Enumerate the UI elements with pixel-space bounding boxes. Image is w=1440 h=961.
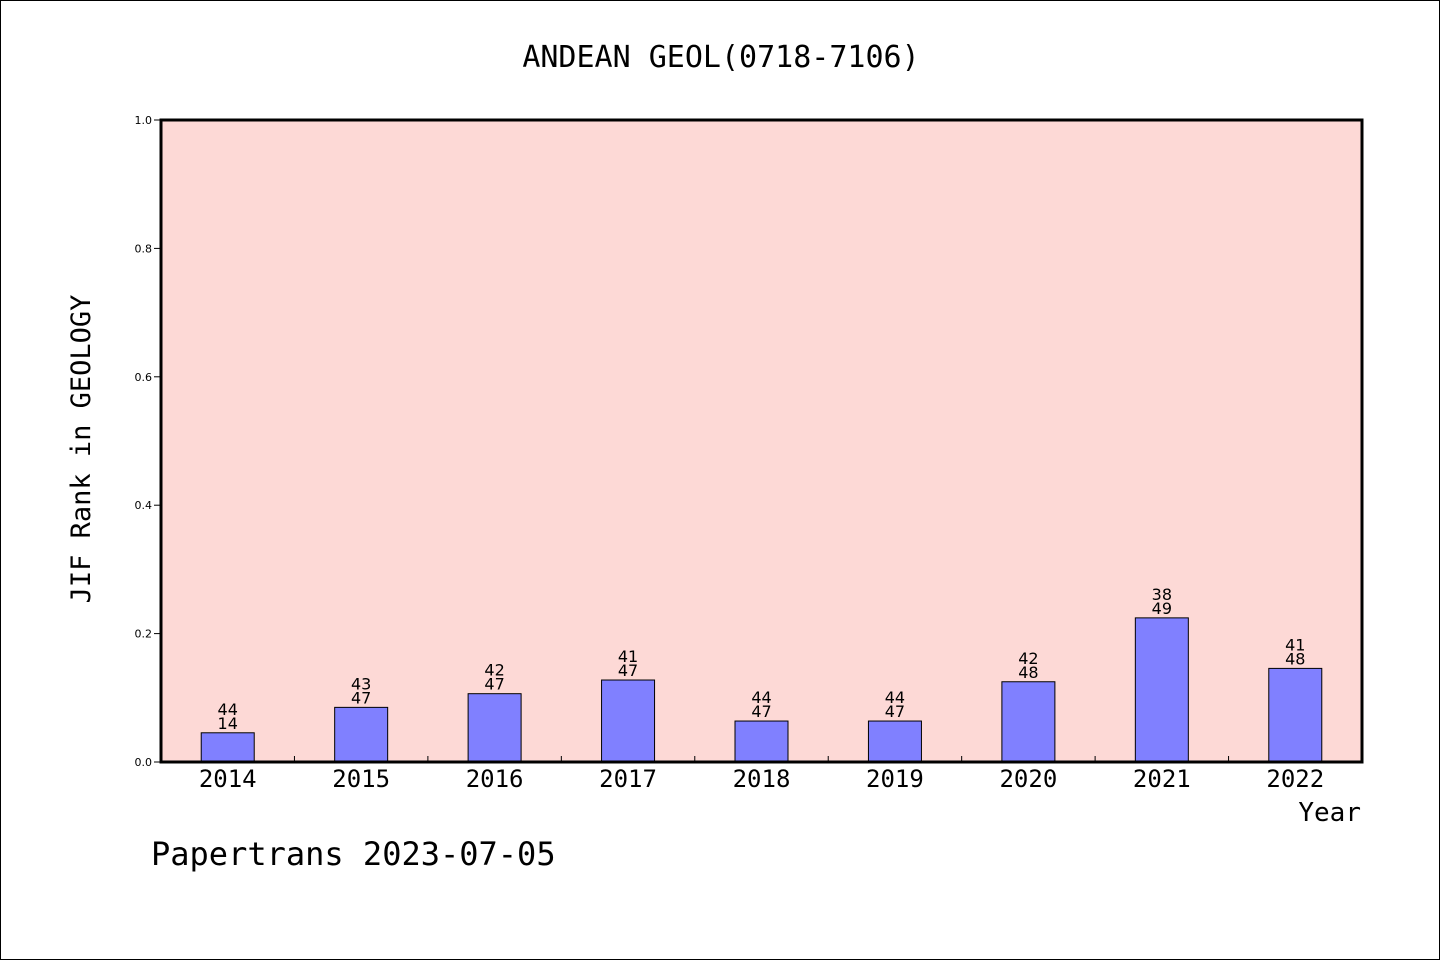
bar-data-label: 47 — [618, 661, 638, 680]
x-tick-label: 2014 — [199, 765, 257, 793]
x-tick-label: 2017 — [599, 765, 657, 793]
bar-data-label: 48 — [1018, 663, 1038, 682]
x-tick-label: 2016 — [466, 765, 524, 793]
bar-data-label: 44 — [885, 688, 905, 707]
chart-title: ANDEAN GEOL(0718-7106) — [522, 40, 919, 75]
x-axis-label: Year — [1298, 798, 1361, 828]
bar-2019 — [867, 720, 922, 763]
y-tick-label: 0.2 — [135, 628, 153, 641]
bar-data-label: 48 — [1285, 649, 1305, 668]
y-axis-ticks: 0.0 0.2 0.4 0.6 0.8 1.0 — [135, 114, 161, 769]
bar-2022 — [1268, 667, 1323, 763]
y-tick-label: 1.0 — [135, 114, 153, 127]
bar-data-label: 44 — [218, 700, 238, 719]
footer-text: Papertrans 2023-07-05 — [151, 835, 556, 873]
x-tick-label: 2021 — [1133, 765, 1191, 793]
bar-data-label: 41 — [618, 647, 638, 666]
x-tick-label: 2018 — [733, 765, 791, 793]
x-tick-label: 2020 — [999, 765, 1057, 793]
bar-2014 — [200, 732, 255, 763]
x-tick-label: 2015 — [332, 765, 390, 793]
bar-2015 — [334, 706, 389, 763]
bar-2020 — [1001, 681, 1056, 763]
bar-data-label: 42 — [1018, 649, 1038, 668]
bar-2018 — [734, 720, 789, 763]
bar-data-label: 44 — [751, 688, 771, 707]
bar-data-label: 14 — [218, 714, 238, 733]
bar-data-label: 47 — [751, 702, 771, 721]
x-tick-label: 2019 — [866, 765, 924, 793]
bar-data-label: 38 — [1152, 585, 1172, 604]
y-tick-label: 0.4 — [135, 499, 153, 512]
bar-data-label: 49 — [1152, 599, 1172, 618]
y-tick-label: 0.0 — [135, 756, 153, 769]
y-tick-label: 0.6 — [135, 371, 153, 384]
bar-data-label: 47 — [351, 688, 371, 707]
bar-data-label: 41 — [1285, 635, 1305, 654]
bar-data-label: 42 — [484, 661, 504, 680]
bar-2017 — [601, 679, 656, 763]
y-axis-label: JIF Rank in GEOLOGY — [66, 295, 97, 604]
bars — [200, 617, 1323, 763]
bar-data-label: 47 — [484, 675, 504, 694]
bar-2021 — [1134, 617, 1189, 763]
x-tick-label: 2022 — [1266, 765, 1324, 793]
plot-border — [159, 118, 1364, 764]
x-axis-ticks: 2014 2015 2016 2017 2018 2019 2020 2021 2022 — [199, 756, 1324, 793]
y-tick-label: 0.8 — [135, 242, 153, 255]
bar-data-label: 47 — [885, 702, 905, 721]
bar-data-label: 43 — [351, 674, 371, 693]
bar-2016 — [467, 693, 522, 763]
